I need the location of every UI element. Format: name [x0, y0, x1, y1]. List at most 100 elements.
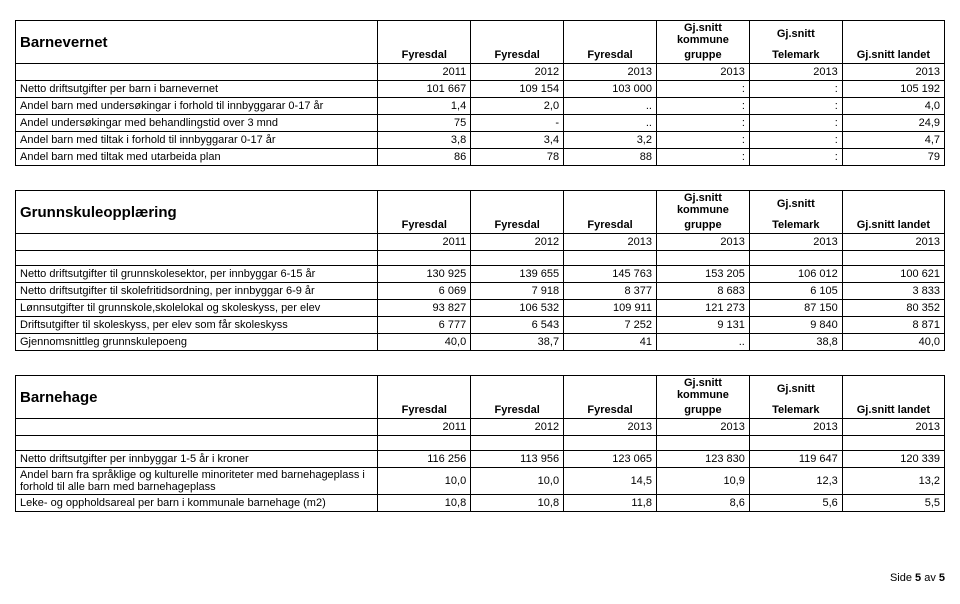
- table-row: Andel barn med tiltak i forhold til innb…: [16, 132, 945, 149]
- data-cell: :: [656, 81, 749, 98]
- data-cell: 120 339: [842, 451, 944, 468]
- data-cell: 10,8: [378, 495, 471, 512]
- year-cell: 2011: [378, 234, 471, 251]
- table-row: Andel undersøkingar med behandlingstid o…: [16, 115, 945, 132]
- column-header: Gj.snitt landet: [842, 402, 944, 419]
- column-header-top: [471, 376, 564, 403]
- data-cell: 7 918: [471, 283, 564, 300]
- table-row: Gjennomsnittleg grunnskulepoeng40,038,74…: [16, 334, 945, 351]
- column-header: Fyresdal: [471, 47, 564, 64]
- data-cell: 4,7: [842, 132, 944, 149]
- column-header: gruppe: [656, 47, 749, 64]
- column-header: Telemark: [749, 47, 842, 64]
- data-cell: ..: [564, 98, 657, 115]
- column-header-top: [471, 21, 564, 48]
- column-header: Fyresdal: [471, 217, 564, 234]
- data-cell: 8 683: [656, 283, 749, 300]
- row-label: Andel barn med tiltak med utarbeida plan: [16, 149, 378, 166]
- row-label: Netto driftsutgifter per barn i barnever…: [16, 81, 378, 98]
- data-cell: 3,8: [378, 132, 471, 149]
- year-cell: 2011: [378, 419, 471, 436]
- data-cell: ..: [656, 334, 749, 351]
- empty-cell: [378, 436, 471, 451]
- data-cell: 109 911: [564, 300, 657, 317]
- data-cell: 2,0: [471, 98, 564, 115]
- page-footer: Side 5 av 5: [15, 572, 945, 584]
- data-cell: 6 105: [749, 283, 842, 300]
- data-cell: 13,2: [842, 468, 944, 495]
- data-cell: 79: [842, 149, 944, 166]
- empty-cell: [842, 251, 944, 266]
- data-cell: 4,0: [842, 98, 944, 115]
- data-cell: 3 833: [842, 283, 944, 300]
- year-cell: 2013: [749, 419, 842, 436]
- empty-cell: [471, 436, 564, 451]
- data-cell: 5,5: [842, 495, 944, 512]
- data-cell: 106 012: [749, 266, 842, 283]
- year-cell: 2013: [564, 419, 657, 436]
- data-cell: 10,9: [656, 468, 749, 495]
- data-cell: 101 667: [378, 81, 471, 98]
- footer-prefix: Side: [890, 572, 915, 584]
- column-header: Gj.snitt landet: [842, 217, 944, 234]
- year-cell: 2012: [471, 64, 564, 81]
- data-cell: 123 830: [656, 451, 749, 468]
- data-cell: 106 532: [471, 300, 564, 317]
- data-cell: 5,6: [749, 495, 842, 512]
- column-header-top: Gj.snitt: [749, 376, 842, 403]
- column-header-top: [378, 191, 471, 218]
- empty-cell: [842, 436, 944, 451]
- data-cell: 8,6: [656, 495, 749, 512]
- year-cell: 2013: [656, 64, 749, 81]
- column-header: Fyresdal: [471, 402, 564, 419]
- data-cell: :: [749, 149, 842, 166]
- data-cell: 10,8: [471, 495, 564, 512]
- table-row: Lønnsutgifter til grunnskole,skolelokal …: [16, 300, 945, 317]
- data-cell: 24,9: [842, 115, 944, 132]
- column-header: gruppe: [656, 217, 749, 234]
- table-row: Andel barn med undersøkingar i forhold t…: [16, 98, 945, 115]
- data-cell: 119 647: [749, 451, 842, 468]
- data-cell: 105 192: [842, 81, 944, 98]
- row-label: Andel barn med undersøkingar i forhold t…: [16, 98, 378, 115]
- data-cell: 109 154: [471, 81, 564, 98]
- data-cell: 38,7: [471, 334, 564, 351]
- column-header: Fyresdal: [564, 402, 657, 419]
- tables-container: BarnevernetGj.snittkommuneGj.snittFyresd…: [15, 20, 945, 512]
- table-row: Netto driftsutgifter per barn i barnever…: [16, 81, 945, 98]
- column-header: Fyresdal: [564, 47, 657, 64]
- empty-cell: [378, 251, 471, 266]
- data-cell: 6 069: [378, 283, 471, 300]
- footer-total: 5: [939, 572, 945, 584]
- data-cell: 123 065: [564, 451, 657, 468]
- data-table: BarnehageGj.snittkommuneGj.snittFyresdal…: [15, 375, 945, 512]
- column-header: Gj.snitt landet: [842, 47, 944, 64]
- table-row: Netto driftsutgifter til skolefritidsord…: [16, 283, 945, 300]
- column-header-top: [378, 21, 471, 48]
- data-cell: 78: [471, 149, 564, 166]
- row-label: Driftsutgifter til skoleskyss, per elev …: [16, 317, 378, 334]
- data-cell: :: [749, 98, 842, 115]
- empty-cell: [749, 251, 842, 266]
- data-cell: :: [749, 132, 842, 149]
- data-cell: :: [656, 132, 749, 149]
- data-cell: :: [749, 81, 842, 98]
- empty-cell: [656, 251, 749, 266]
- row-label: Andel undersøkingar med behandlingstid o…: [16, 115, 378, 132]
- year-cell: 2013: [842, 234, 944, 251]
- data-cell: 38,8: [749, 334, 842, 351]
- year-cell: 2013: [656, 234, 749, 251]
- data-table: GrunnskuleopplæringGj.snittkommuneGj.sni…: [15, 190, 945, 351]
- empty-cell: [16, 251, 378, 266]
- data-cell: 130 925: [378, 266, 471, 283]
- data-cell: :: [656, 115, 749, 132]
- data-cell: 93 827: [378, 300, 471, 317]
- data-cell: 40,0: [378, 334, 471, 351]
- empty-cell: [16, 64, 378, 81]
- data-cell: 3,4: [471, 132, 564, 149]
- column-header-top: Gj.snittkommune: [656, 376, 749, 403]
- column-header-top: [842, 191, 944, 218]
- column-header: Fyresdal: [378, 217, 471, 234]
- row-label: Netto driftsutgifter per innbyggar 1-5 å…: [16, 451, 378, 468]
- data-cell: 40,0: [842, 334, 944, 351]
